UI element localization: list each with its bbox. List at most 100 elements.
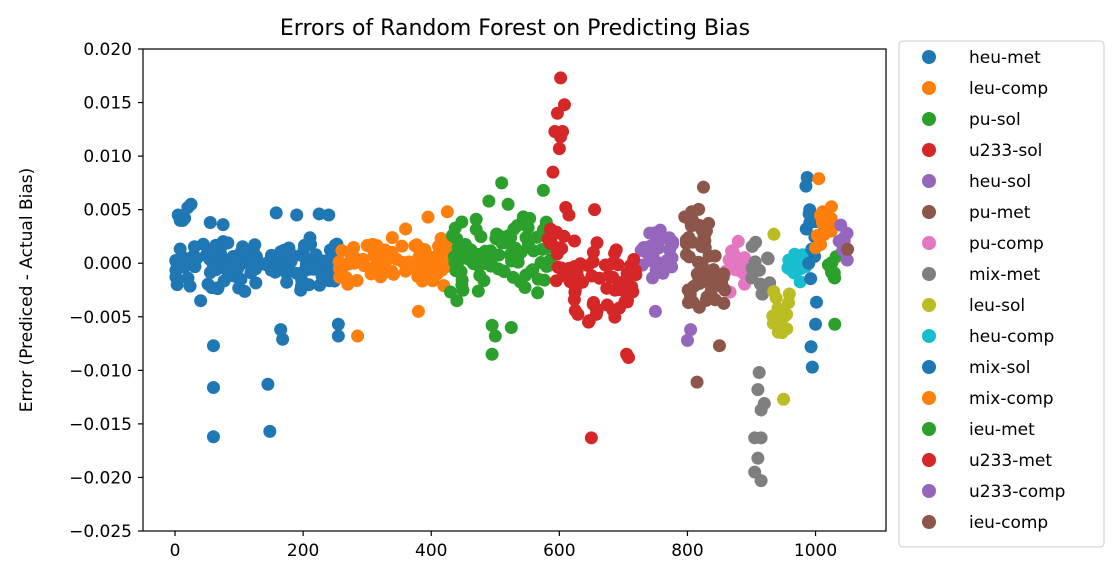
data-point	[629, 268, 643, 282]
data-point	[627, 253, 641, 267]
data-point	[504, 320, 518, 334]
data-point	[321, 256, 335, 270]
data-point	[648, 304, 662, 318]
data-point	[431, 249, 445, 263]
data-point	[705, 269, 719, 283]
legend-label: leu-comp	[969, 79, 1048, 99]
data-point	[263, 424, 277, 438]
data-point	[634, 243, 648, 257]
series-mix-comp	[809, 172, 838, 255]
data-point	[542, 232, 556, 246]
y-tick-label: 0.020	[83, 40, 132, 60]
series-pu-comp	[719, 234, 755, 299]
data-point	[620, 295, 634, 309]
data-point	[606, 303, 620, 317]
x-tick-label: 200	[287, 541, 319, 561]
series-heu-met	[169, 197, 345, 444]
data-point	[571, 307, 585, 321]
data-point	[708, 249, 722, 263]
data-point	[816, 205, 830, 219]
data-point	[749, 235, 763, 249]
data-point	[294, 279, 308, 293]
legend-marker	[922, 484, 936, 498]
data-point	[566, 261, 580, 275]
data-point	[729, 259, 743, 273]
data-point	[832, 234, 846, 248]
data-point	[488, 329, 502, 343]
data-point	[357, 259, 371, 273]
data-point	[695, 257, 709, 271]
data-point	[274, 323, 288, 337]
data-point	[249, 276, 263, 290]
data-point	[840, 253, 854, 267]
data-point	[771, 325, 785, 339]
data-point	[469, 222, 483, 236]
data-point	[415, 274, 429, 288]
data-point	[178, 211, 192, 225]
data-point	[373, 258, 387, 272]
data-point	[351, 329, 365, 343]
data-point	[682, 230, 696, 244]
x-tick-label: 400	[415, 541, 447, 561]
data-point	[183, 279, 197, 293]
data-point	[485, 318, 499, 332]
data-point	[555, 242, 569, 256]
data-point	[690, 375, 704, 389]
legend-label: u233-met	[969, 451, 1052, 471]
data-point	[280, 275, 294, 289]
data-point	[396, 256, 410, 270]
legend-marker	[922, 453, 936, 467]
data-point	[296, 246, 310, 260]
data-point	[473, 268, 487, 282]
data-point	[188, 252, 202, 266]
data-point	[731, 234, 745, 248]
data-point	[440, 205, 454, 219]
data-point	[489, 232, 503, 246]
legend-label: ieu-met	[969, 420, 1035, 440]
data-point	[261, 377, 275, 391]
data-point	[809, 241, 823, 255]
data-point	[221, 236, 235, 250]
x-tick-label: 0	[170, 541, 181, 561]
data-point	[526, 263, 540, 277]
data-point	[754, 431, 768, 445]
legend-label: mix-comp	[969, 389, 1054, 409]
data-point	[245, 250, 259, 264]
data-point	[554, 71, 568, 85]
data-point	[562, 208, 576, 222]
data-point	[385, 231, 399, 245]
legend-marker	[922, 50, 936, 64]
data-point	[802, 256, 816, 270]
data-point	[556, 124, 570, 138]
legend-label: ieu-comp	[969, 513, 1048, 533]
chart-title: Errors of Random Forest on Predicting Bi…	[280, 16, 750, 41]
data-point	[586, 245, 600, 259]
data-point	[206, 430, 220, 444]
data-point	[347, 241, 361, 255]
data-point	[531, 286, 545, 300]
data-point	[536, 183, 550, 197]
data-point	[269, 206, 283, 220]
axes: 0 200 400 600 800 1000 −0.025 −0.020 −0.015 −0.01…	[69, 40, 837, 561]
data-point	[450, 232, 464, 246]
data-point	[507, 222, 521, 236]
series-ieu-met	[821, 250, 843, 331]
legend-label: pu-sol	[969, 110, 1021, 130]
y-tick-label: 0.015	[83, 94, 132, 114]
data-point	[821, 258, 835, 272]
legend-label: pu-comp	[969, 234, 1044, 254]
data-point	[469, 212, 483, 226]
data-point	[661, 232, 675, 246]
data-point	[799, 222, 813, 236]
data-point	[248, 238, 262, 252]
data-point	[482, 194, 496, 208]
series-leu-comp	[332, 205, 457, 343]
legend-marker	[922, 205, 936, 219]
data-point	[567, 234, 581, 248]
data-point	[700, 290, 714, 304]
data-point	[506, 270, 520, 284]
data-point	[752, 365, 766, 379]
legend-label: mix-met	[969, 265, 1040, 285]
data-point	[497, 264, 511, 278]
